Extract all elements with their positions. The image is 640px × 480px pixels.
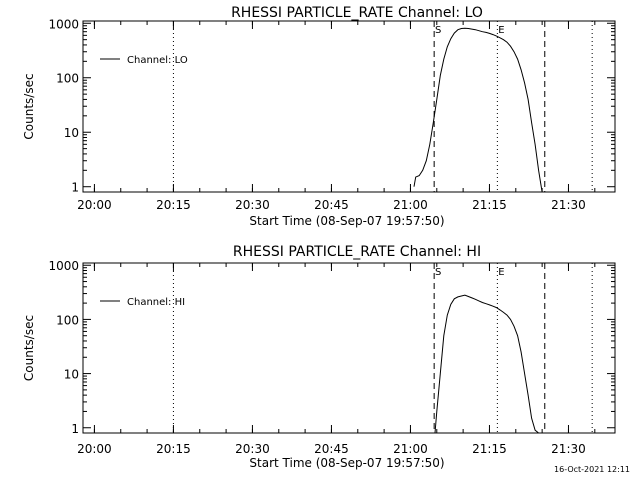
x-tick-label: 21:15 [472, 442, 507, 456]
x-tick-label: 20:00 [77, 442, 112, 456]
y-tick-label: 1000 [48, 259, 79, 273]
x-tick-label: 20:15 [156, 198, 191, 212]
time-marker-label: E [498, 25, 504, 36]
x-tick-label: 20:00 [77, 198, 112, 212]
series-line [413, 27, 543, 193]
y-tick-label: 1 [71, 181, 79, 195]
y-tick-label: 1000 [48, 17, 79, 31]
y-tick-label: 1 [71, 422, 79, 436]
x-tick-label: 21:30 [551, 198, 586, 212]
legend-entry: Channel: HI [127, 297, 185, 308]
time-marker-label: E [498, 267, 504, 278]
plot-frame [82, 20, 616, 193]
time-marker-label: S [435, 25, 441, 36]
x-tick-label: 21:00 [393, 198, 428, 212]
series-line [434, 294, 539, 434]
x-tick-label: 21:00 [393, 442, 428, 456]
x-axis-label: Start Time (08-Sep-07 19:57:50) [249, 456, 444, 470]
chart-title: RHESSI PARTICLE_RATE Channel: HI [233, 244, 481, 260]
x-tick-label: 20:30 [235, 198, 270, 212]
panel-1: RHESSI PARTICLE_RATE Channel: LO 20:00 20:… [22, 5, 616, 228]
x-tick-label: 20:15 [156, 442, 191, 456]
x-tick-label: 21:15 [472, 198, 507, 212]
y-axis-label: Counts/sec [22, 73, 36, 139]
panel-2: RHESSI PARTICLE_RATE Channel: HI 20:00 20:… [22, 244, 616, 470]
chart-title: RHESSI PARTICLE_RATE Channel: LO [231, 5, 483, 21]
y-tick-label: 100 [56, 72, 79, 86]
time-marker-label: S [435, 267, 441, 278]
y-tick-label: 10 [64, 126, 79, 140]
footer-timestamp: 16-Oct-2021 12:11 [554, 465, 630, 474]
plot-frame [82, 262, 616, 434]
x-tick-label: 21:30 [551, 442, 586, 456]
x-axis-label: Start Time (08-Sep-07 19:57:50) [249, 214, 444, 228]
x-tick-label: 20:45 [314, 198, 349, 212]
x-tick-label: 20:30 [235, 442, 270, 456]
x-tick-label: 20:45 [314, 442, 349, 456]
legend-entry: Channel: LO [127, 55, 188, 66]
y-tick-label: 10 [64, 368, 79, 382]
y-axis-label: Counts/sec [22, 315, 36, 381]
y-tick-label: 100 [56, 313, 79, 327]
